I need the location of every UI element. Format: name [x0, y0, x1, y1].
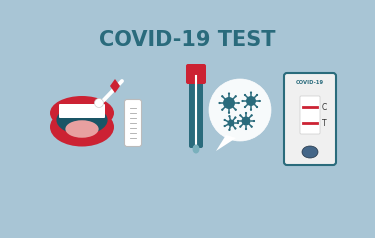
Circle shape — [251, 126, 253, 128]
FancyBboxPatch shape — [186, 64, 206, 84]
Ellipse shape — [65, 120, 99, 138]
Circle shape — [251, 114, 253, 116]
Circle shape — [250, 108, 252, 111]
Circle shape — [244, 94, 246, 96]
Circle shape — [218, 102, 220, 104]
Circle shape — [209, 79, 271, 141]
Circle shape — [246, 96, 256, 106]
Circle shape — [221, 109, 224, 111]
Text: COVID-19: COVID-19 — [296, 80, 324, 85]
FancyBboxPatch shape — [59, 104, 105, 118]
Circle shape — [235, 109, 237, 111]
Circle shape — [239, 126, 242, 128]
Circle shape — [224, 119, 226, 121]
FancyBboxPatch shape — [124, 99, 141, 147]
Circle shape — [242, 100, 244, 102]
Circle shape — [242, 116, 250, 125]
Ellipse shape — [50, 108, 114, 147]
Circle shape — [234, 116, 237, 119]
FancyBboxPatch shape — [300, 96, 320, 134]
Circle shape — [228, 92, 230, 94]
Circle shape — [223, 97, 235, 109]
Circle shape — [221, 95, 224, 97]
Circle shape — [94, 99, 104, 108]
Circle shape — [253, 120, 255, 122]
Ellipse shape — [56, 105, 108, 134]
Circle shape — [224, 125, 226, 127]
Text: T: T — [322, 119, 327, 128]
Circle shape — [239, 114, 242, 116]
Text: COVID-19 TEST: COVID-19 TEST — [99, 30, 275, 50]
Circle shape — [244, 106, 246, 108]
Circle shape — [256, 106, 258, 108]
Ellipse shape — [192, 144, 200, 154]
Circle shape — [237, 122, 239, 124]
FancyBboxPatch shape — [284, 73, 336, 165]
Circle shape — [237, 102, 240, 104]
Circle shape — [256, 94, 258, 96]
Circle shape — [234, 127, 237, 129]
Circle shape — [228, 119, 234, 127]
Ellipse shape — [302, 146, 318, 158]
Polygon shape — [110, 79, 120, 93]
Circle shape — [250, 91, 252, 94]
Circle shape — [237, 120, 239, 122]
Circle shape — [245, 112, 247, 114]
Circle shape — [245, 128, 247, 130]
Circle shape — [228, 111, 230, 114]
Circle shape — [228, 129, 231, 131]
Circle shape — [235, 95, 237, 97]
Circle shape — [228, 115, 231, 117]
Polygon shape — [216, 135, 236, 151]
Ellipse shape — [50, 96, 114, 130]
Circle shape — [258, 100, 261, 102]
FancyBboxPatch shape — [189, 72, 203, 148]
Text: C: C — [322, 103, 327, 111]
